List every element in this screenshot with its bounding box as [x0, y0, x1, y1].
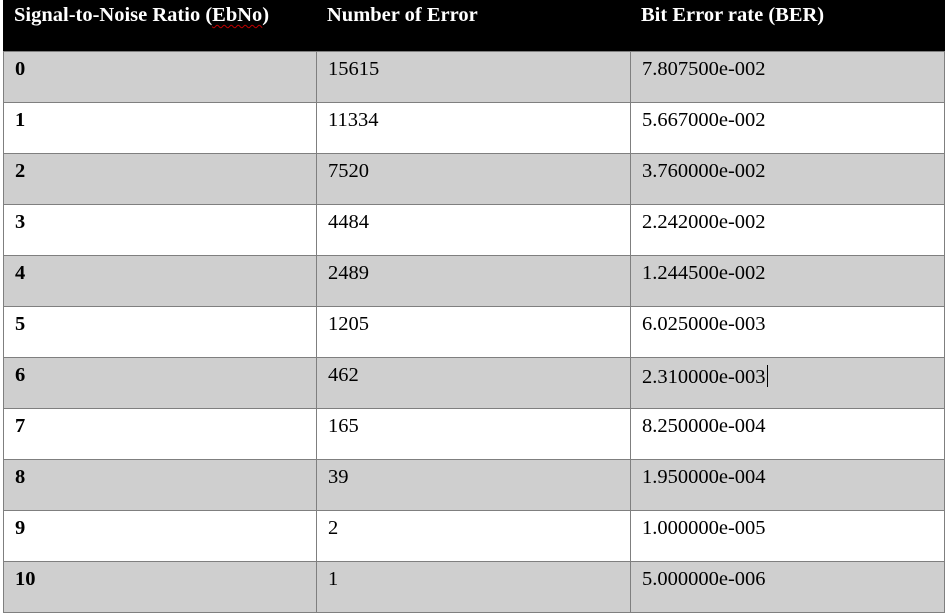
snr-cell[interactable]: 1	[3, 103, 316, 153]
table-row: 0 15615 7.807500e-002	[3, 51, 945, 102]
errors-cell[interactable]: 4484	[316, 205, 630, 255]
errors-cell[interactable]: 15615	[316, 52, 630, 102]
ber-cell[interactable]: 1.244500e-002	[630, 256, 945, 306]
header-snr-suffix: )	[262, 4, 270, 26]
snr-cell[interactable]: 6	[3, 358, 316, 408]
table-row: 2 7520 3.760000e-002	[3, 153, 945, 204]
ber-cell-active[interactable]: 2.310000e-003	[630, 358, 945, 408]
errors-cell[interactable]: 7520	[316, 154, 630, 204]
ber-cell[interactable]: 1.000000e-005	[630, 511, 945, 561]
table-row: 4 2489 1.244500e-002	[3, 255, 945, 306]
table-row: 5 1205 6.025000e-003	[3, 306, 945, 357]
errors-cell[interactable]: 1	[316, 562, 630, 612]
snr-cell[interactable]: 8	[3, 460, 316, 510]
snr-cell[interactable]: 9	[3, 511, 316, 561]
ber-cell[interactable]: 5.667000e-002	[630, 103, 945, 153]
table-row: 1 11334 5.667000e-002	[3, 102, 945, 153]
ber-results-table: Signal-to-Noise Ratio (EbNo) Number of E…	[3, 0, 945, 613]
text-cursor	[766, 365, 768, 387]
ber-cell[interactable]: 8.250000e-004	[630, 409, 945, 459]
table-row: 9 2 1.000000e-005	[3, 510, 945, 561]
ber-cell[interactable]: 3.760000e-002	[630, 154, 945, 204]
ber-cell[interactable]: 7.807500e-002	[630, 52, 945, 102]
errors-cell[interactable]: 39	[316, 460, 630, 510]
ber-cell[interactable]: 6.025000e-003	[630, 307, 945, 357]
errors-cell[interactable]: 165	[316, 409, 630, 459]
header-snr-ebno: EbNo	[212, 4, 263, 26]
snr-cell[interactable]: 10	[3, 562, 316, 612]
errors-cell[interactable]: 462	[316, 358, 630, 408]
snr-cell[interactable]: 0	[3, 52, 316, 102]
errors-cell[interactable]: 2	[316, 511, 630, 561]
header-snr: Signal-to-Noise Ratio (EbNo)	[3, 0, 316, 51]
table-row: 6 462 2.310000e-003	[3, 357, 945, 408]
snr-cell[interactable]: 3	[3, 205, 316, 255]
header-snr-prefix: Signal-to-Noise Ratio (	[14, 4, 213, 26]
errors-cell[interactable]: 1205	[316, 307, 630, 357]
ber-cell[interactable]: 5.000000e-006	[630, 562, 945, 612]
table-row: 10 1 5.000000e-006	[3, 561, 945, 613]
snr-cell[interactable]: 7	[3, 409, 316, 459]
snr-cell[interactable]: 2	[3, 154, 316, 204]
ber-cell-text: 2.310000e-003	[642, 366, 766, 388]
table-row: 8 39 1.950000e-004	[3, 459, 945, 510]
ber-cell[interactable]: 2.242000e-002	[630, 205, 945, 255]
table-row: 7 165 8.250000e-004	[3, 408, 945, 459]
ber-cell[interactable]: 1.950000e-004	[630, 460, 945, 510]
snr-cell[interactable]: 5	[3, 307, 316, 357]
errors-cell[interactable]: 11334	[316, 103, 630, 153]
header-errors: Number of Error	[327, 4, 478, 26]
table-header-row: Signal-to-Noise Ratio (EbNo) Number of E…	[3, 0, 945, 51]
errors-cell[interactable]: 2489	[316, 256, 630, 306]
header-ber: Bit Error rate (BER)	[641, 4, 825, 26]
table-row: 3 4484 2.242000e-002	[3, 204, 945, 255]
snr-cell[interactable]: 4	[3, 256, 316, 306]
